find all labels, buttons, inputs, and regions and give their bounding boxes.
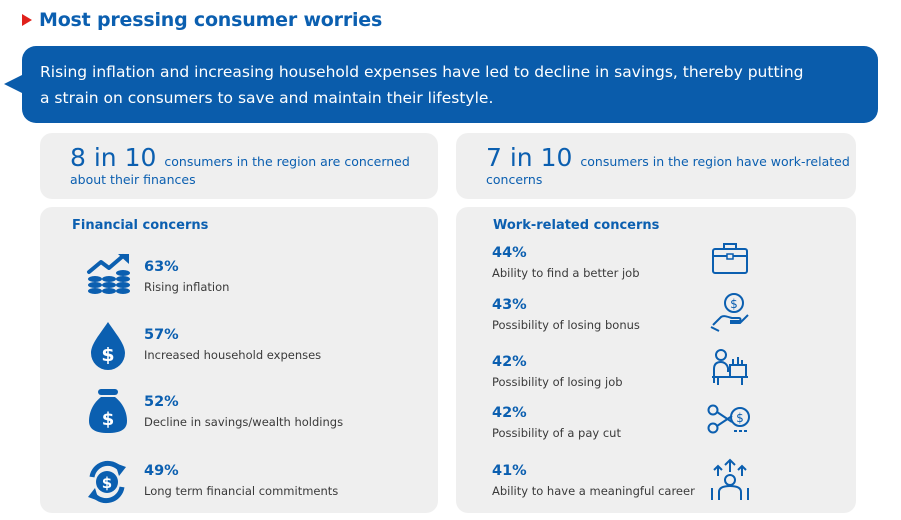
financial-item-label: Decline in savings/wealth holdings bbox=[144, 415, 344, 429]
finance-stat-text-1: consumers in the region are concerned bbox=[164, 154, 410, 169]
work-item-pct: 42% bbox=[492, 354, 527, 370]
work-item-label: Ability to find a better job bbox=[492, 266, 640, 280]
financial-item-label: Rising inflation bbox=[144, 280, 230, 294]
work-item-label: Possibility of losing job bbox=[492, 375, 623, 389]
work-item-label: Ability to have a meaningful career bbox=[492, 484, 695, 498]
work-stat-text-2: concerns bbox=[486, 172, 543, 187]
svg-text:$: $ bbox=[736, 411, 744, 425]
work-item-pay-cut: 42% Possibility of a pay cut bbox=[492, 404, 621, 441]
svg-text:$: $ bbox=[102, 409, 115, 430]
financial-concerns-heading: Financial concerns bbox=[72, 218, 209, 233]
work-item-pct: 43% bbox=[492, 297, 527, 313]
financial-item-pct: 63% bbox=[144, 259, 179, 275]
financial-item-inflation: 63% Rising inflation bbox=[144, 258, 229, 295]
financial-item-savings: 52% Decline in savings/wealth holdings bbox=[144, 393, 343, 430]
financial-item-label: Long term financial commitments bbox=[144, 484, 339, 498]
work-stat-figure: 7 in 10 bbox=[486, 143, 573, 172]
financial-item-pct: 49% bbox=[144, 463, 179, 479]
hand-coin-icon: $ bbox=[710, 291, 750, 333]
finance-stat-box: 8 in 10 consumers in the region are conc… bbox=[40, 133, 438, 199]
work-item-bonus: 43% Possibility of losing bonus bbox=[492, 296, 640, 333]
work-item-label: Possibility of losing bonus bbox=[492, 318, 640, 332]
summary-banner: Rising inflation and increasing househol… bbox=[22, 46, 878, 123]
financial-concerns-panel: Financial concerns 63% Rising inflation … bbox=[40, 207, 438, 513]
work-stat-box: 7 in 10 consumers in the region have wor… bbox=[456, 133, 856, 199]
briefcase-icon bbox=[710, 240, 750, 276]
work-item-pct: 44% bbox=[492, 245, 527, 261]
section-title-row: Most pressing consumer worries bbox=[22, 9, 382, 31]
work-concerns-heading: Work-related concerns bbox=[493, 218, 660, 233]
person-desk-box-icon bbox=[710, 347, 750, 387]
finance-stat-figure: 8 in 10 bbox=[70, 143, 157, 172]
financial-item-commitments: 49% Long term financial commitments bbox=[144, 462, 338, 499]
work-item-pct: 41% bbox=[492, 463, 527, 479]
banner-line-1: Rising inflation and increasing househol… bbox=[40, 63, 804, 81]
financial-item-label: Increased household expenses bbox=[144, 348, 322, 362]
scissors-coin-icon: $ bbox=[706, 402, 752, 438]
financial-item-expenses: 57% Increased household expenses bbox=[144, 326, 321, 363]
money-bag-icon: $ bbox=[87, 387, 129, 435]
work-item-lose-job: 42% Possibility of losing job bbox=[492, 353, 623, 390]
work-item-better-job: 44% Ability to find a better job bbox=[492, 244, 640, 281]
inflation-chart-coins-icon bbox=[85, 252, 133, 298]
work-item-meaningful-career: 41% Ability to have a meaningful career bbox=[492, 462, 695, 499]
page-title: Most pressing consumer worries bbox=[39, 9, 383, 31]
work-item-pct: 42% bbox=[492, 405, 527, 421]
dollar-cycle-icon: $ bbox=[84, 459, 130, 505]
financial-item-pct: 52% bbox=[144, 394, 179, 410]
financial-item-pct: 57% bbox=[144, 327, 179, 343]
work-item-label: Possibility of a pay cut bbox=[492, 426, 621, 440]
svg-text:$: $ bbox=[102, 474, 112, 492]
banner-tail bbox=[4, 74, 24, 94]
career-growth-icon bbox=[709, 458, 751, 502]
work-concerns-panel: Work-related concerns 44% Ability to fin… bbox=[456, 207, 856, 513]
finance-stat-text-2: about their finances bbox=[70, 172, 196, 187]
dollar-drop-icon: $ bbox=[88, 320, 128, 370]
triangle-marker-icon bbox=[22, 14, 32, 26]
banner-line-2: a strain on consumers to save and mainta… bbox=[40, 89, 494, 107]
svg-text:$: $ bbox=[730, 297, 738, 311]
svg-text:$: $ bbox=[101, 344, 114, 366]
work-stat-text-1: consumers in the region have work-relate… bbox=[580, 154, 850, 169]
